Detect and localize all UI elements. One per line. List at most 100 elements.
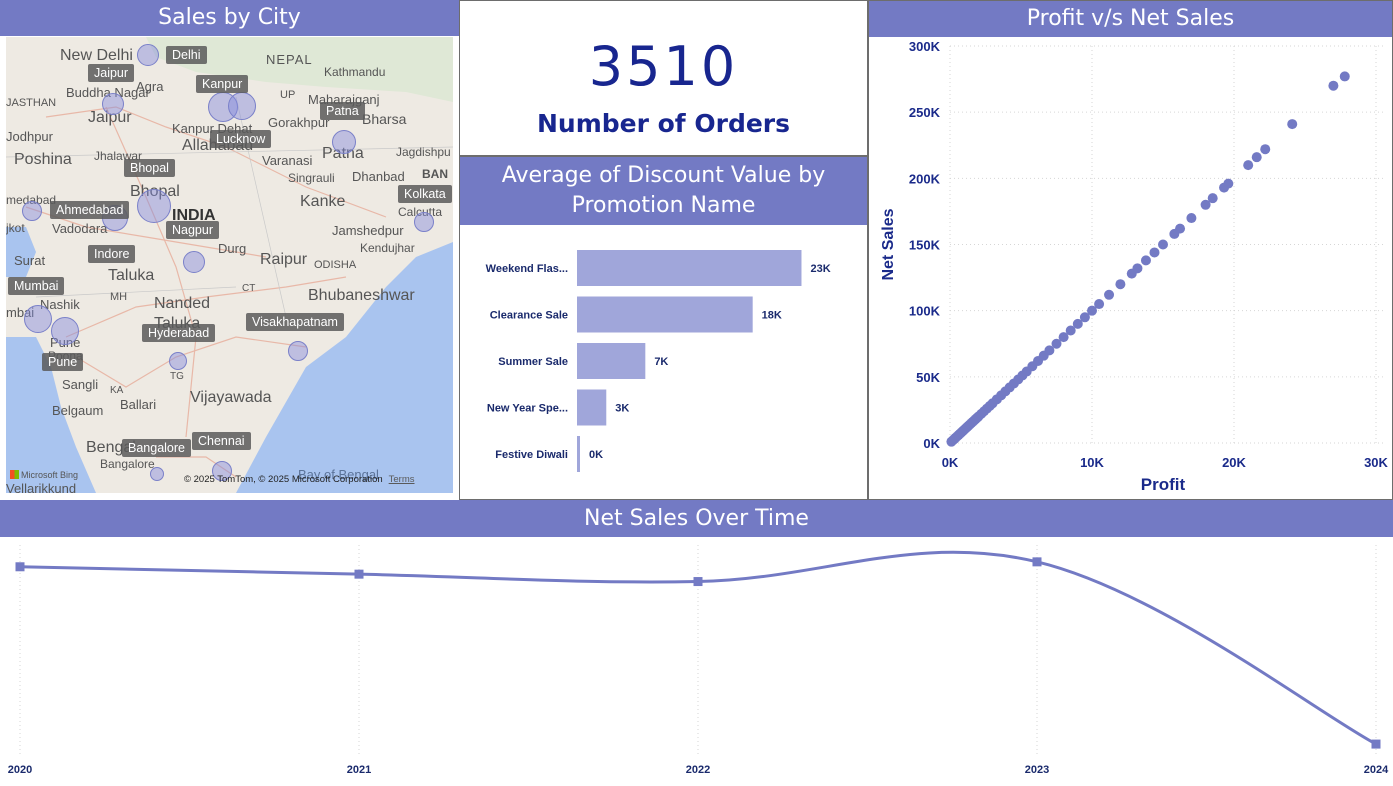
scatter-point[interactable]: [1072, 318, 1083, 329]
map-place-label: Kanke: [300, 193, 346, 210]
line-marker[interactable]: [354, 569, 364, 579]
map-place-label: New Delhi: [60, 47, 133, 64]
map-place-label: Nashik: [40, 297, 80, 312]
city-bubble[interactable]: [51, 317, 79, 345]
city-tag-delhi: Delhi: [166, 46, 207, 64]
bing-logo: Microsoft Bing: [10, 470, 78, 480]
city-bubble[interactable]: [228, 92, 256, 120]
profit-net-sales-scatter[interactable]: 0K 50K 100K 150K 200K 250K 300K 0K 10K 20K 30K Prof…: [869, 37, 1392, 499]
map-place-label: BAN: [422, 167, 448, 181]
bar[interactable]: [577, 436, 580, 472]
map-place-label: TG: [170, 371, 184, 382]
scatter-point[interactable]: [1175, 223, 1186, 234]
scatter-point[interactable]: [1243, 160, 1254, 171]
map-place-label: Nanded: [154, 295, 211, 312]
map-card: Sales by City New Delhi NEPAL Kath: [0, 0, 459, 500]
city-bubble[interactable]: [102, 93, 124, 115]
map-place-label: jkot: [6, 221, 25, 235]
scatter-point[interactable]: [1200, 199, 1211, 210]
city-bubble[interactable]: [150, 467, 164, 481]
city-tag-bhopal: Bhopal: [124, 159, 175, 177]
bar-category-label: Clearance Sale: [490, 310, 568, 322]
scatter-point[interactable]: [1065, 325, 1076, 336]
scatter-point[interactable]: [1251, 152, 1262, 163]
map-place-label: Jamshedpur: [332, 223, 404, 238]
scatter-point[interactable]: [1207, 193, 1218, 204]
city-tag-bangalore: Bangalore: [122, 439, 191, 457]
city-bubble[interactable]: [332, 130, 356, 154]
bar-category-label: Weekend Flas...: [486, 263, 568, 275]
city-tag-chennai: Chennai: [192, 432, 251, 450]
city-bubble[interactable]: [169, 352, 187, 370]
city-tag-ahmedabad: Ahmedabad: [50, 201, 130, 219]
scatter-point[interactable]: [1044, 345, 1055, 356]
city-bubble[interactable]: [414, 212, 434, 232]
discount-bar-chart[interactable]: Weekend Flas... 23K Clearance Sale 18K Summe…: [460, 225, 867, 499]
scatter-title: Profit v/s Net Sales: [869, 1, 1392, 37]
city-bubble[interactable]: [137, 189, 171, 223]
city-tag-indore: Indore: [88, 245, 136, 263]
microsoft-logo-icon: [10, 470, 19, 479]
map-place-label: Belgaum: [52, 403, 104, 418]
scatter-point[interactable]: [1079, 312, 1090, 323]
line-marker[interactable]: [1371, 739, 1381, 749]
city-map[interactable]: New Delhi NEPAL Kathmandu Buddha Nagar A…: [6, 37, 453, 493]
map-place-label: UP: [280, 89, 296, 101]
discount-bar-card: Average of Discount Value by Promotion N…: [459, 156, 868, 500]
scatter-point[interactable]: [1339, 71, 1350, 82]
city-bubble[interactable]: [22, 201, 42, 221]
scatter-point[interactable]: [1223, 178, 1234, 189]
scatter-point[interactable]: [1051, 338, 1062, 349]
y-tick-label: 50K: [916, 370, 940, 385]
city-bubble[interactable]: [183, 251, 205, 273]
kpi-label: Number of Orders: [536, 109, 791, 138]
scatter-point[interactable]: [1328, 80, 1339, 91]
map-place-label: JASTHAN: [6, 97, 57, 109]
scatter-point[interactable]: [1287, 119, 1298, 130]
bar-data-label: 23K: [810, 263, 830, 275]
city-tag-hyderabad: Hyderabad: [142, 324, 216, 342]
line-marker[interactable]: [1032, 557, 1042, 567]
scatter-point[interactable]: [1094, 299, 1105, 310]
x-tick-label: 2024: [1364, 764, 1389, 776]
city-tag-kanpur: Kanpur: [196, 75, 249, 93]
scatter-point[interactable]: [1140, 255, 1151, 266]
net-sales-line-chart[interactable]: 2020 2021 2022 2023 2024: [0, 537, 1393, 786]
map-place-label: Gorakhpur: [268, 115, 330, 130]
line-marker[interactable]: [15, 562, 25, 572]
line-marker[interactable]: [693, 577, 703, 587]
bar[interactable]: [577, 250, 802, 286]
scatter-point[interactable]: [1104, 289, 1115, 300]
city-bubble[interactable]: [137, 44, 159, 66]
scatter-point[interactable]: [1115, 279, 1126, 290]
scatter-point[interactable]: [1158, 239, 1168, 250]
kpi-value: 3510: [588, 35, 739, 98]
city-bubble[interactable]: [212, 461, 232, 481]
scatter-point[interactable]: [1087, 305, 1097, 316]
city-bubble[interactable]: [24, 305, 52, 333]
map-background: [6, 37, 453, 493]
y-tick-label: 100K: [909, 304, 941, 319]
bar[interactable]: [577, 343, 646, 379]
y-axis-title: Net Sales: [880, 208, 897, 280]
x-tick-label: 2023: [1025, 764, 1049, 776]
map-place-label: Raipur: [260, 251, 308, 268]
x-tick-label: 2021: [347, 764, 371, 776]
y-tick-label: 250K: [909, 105, 941, 120]
scatter-point[interactable]: [1149, 247, 1160, 258]
scatter-point[interactable]: [1058, 332, 1069, 343]
scatter-point[interactable]: [1260, 144, 1271, 155]
city-bubble[interactable]: [288, 341, 308, 361]
bar[interactable]: [577, 296, 753, 333]
bar[interactable]: [577, 389, 607, 426]
terms-link[interactable]: Terms: [388, 474, 415, 485]
city-tag-lucknow: Lucknow: [210, 130, 272, 148]
map-place-label: Buddha Nagar: [66, 85, 150, 100]
scatter-point[interactable]: [1186, 213, 1197, 224]
city-tag-patna: Patna: [320, 102, 365, 120]
map-place-label: Kathmandu: [324, 65, 386, 79]
x-tick-label: 0K: [942, 455, 959, 470]
bar-category-label: Festive Diwali: [495, 449, 568, 461]
bar-data-label: 0K: [589, 449, 603, 461]
scatter-point[interactable]: [1132, 263, 1143, 274]
